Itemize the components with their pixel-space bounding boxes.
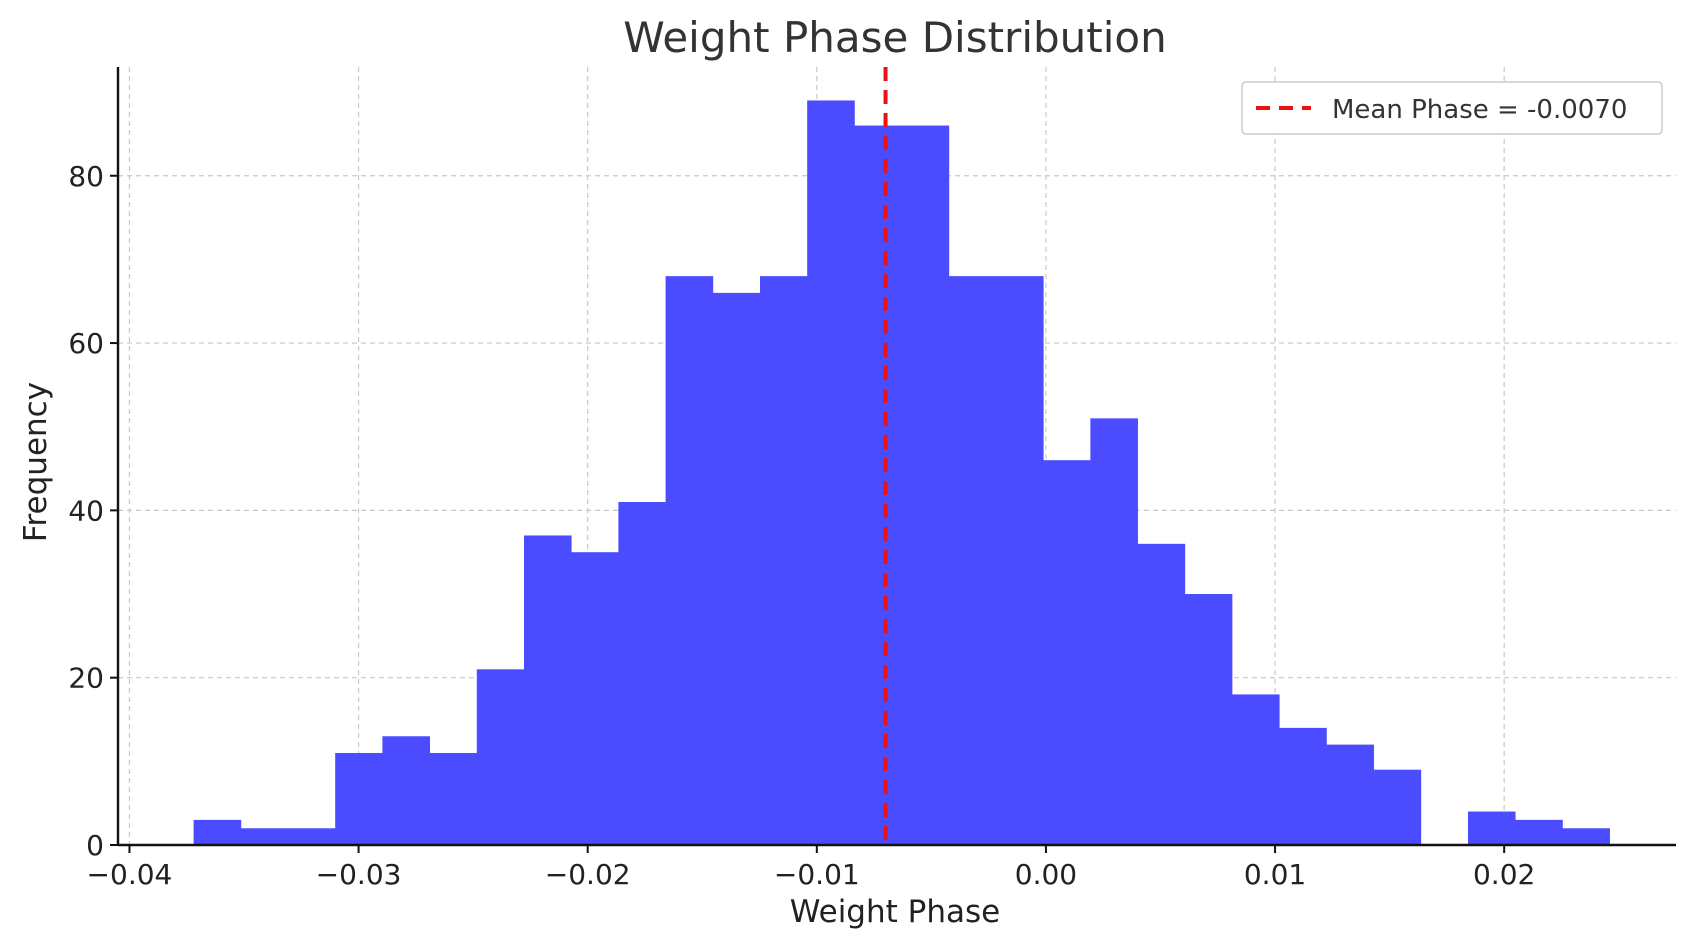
histogram-bar (288, 828, 336, 845)
chart-title: Weight Phase Distribution (623, 13, 1166, 62)
y-tick-label: 0 (86, 829, 104, 862)
histogram-bar (335, 752, 383, 845)
histogram-bar (1231, 694, 1280, 845)
histogram-bar (618, 502, 666, 845)
histogram-bar (1279, 727, 1327, 845)
x-tick-label: −0.01 (774, 858, 860, 891)
histogram-bar (901, 125, 950, 845)
histogram-bar (948, 276, 997, 845)
histogram-bar (1326, 744, 1374, 845)
x-tick-label: 0.01 (1244, 858, 1306, 891)
x-tick-label: −0.04 (87, 858, 173, 891)
bar-layer (193, 100, 1610, 846)
histogram-bar (1373, 769, 1422, 845)
histogram-bar (1137, 543, 1186, 845)
histogram-bar (571, 552, 619, 845)
y-tick-label: 20 (68, 662, 104, 695)
histogram-bar (1562, 828, 1610, 845)
legend-box (1241, 81, 1663, 135)
y-axis-label: Frequency (18, 382, 54, 542)
histogram-bar (1515, 819, 1563, 845)
histogram-bar (429, 752, 478, 845)
x-tick-label: 0.00 (1015, 858, 1077, 891)
histogram-bar (240, 828, 289, 845)
histogram-bar (1184, 594, 1233, 845)
histogram-bar (712, 292, 761, 845)
histogram-bar (1043, 460, 1091, 845)
legend: Mean Phase = -0.0070 (1241, 81, 1663, 135)
legend-mean-label: Mean Phase = -0.0070 (1332, 95, 1627, 125)
axis-layer (116, 67, 1676, 847)
tick-layer: −0.04 −0.03 −0.02 −0.01 0.00 0.01 0.02 0 20 40 60 8… (68, 160, 1535, 891)
histogram-bar (759, 276, 808, 845)
y-tick-label: 60 (68, 327, 104, 360)
x-axis-label: Weight Phase (790, 894, 1000, 930)
y-tick-label: 80 (68, 160, 104, 193)
histogram-bar (995, 276, 1044, 845)
histogram-bar (665, 276, 714, 845)
x-tick-label: −0.02 (545, 858, 631, 891)
histogram-bar (807, 100, 855, 846)
histogram-bar (382, 736, 430, 845)
x-tick-label: 0.02 (1473, 858, 1535, 891)
histogram-bar (1467, 811, 1516, 845)
x-tick-label: −0.03 (316, 858, 402, 891)
histogram-bar (193, 819, 242, 845)
histogram-bar (1090, 418, 1138, 845)
histogram-bar (854, 125, 902, 845)
y-tick-label: 40 (68, 494, 104, 527)
histogram-bar (476, 669, 525, 845)
histogram-bar (523, 535, 572, 845)
